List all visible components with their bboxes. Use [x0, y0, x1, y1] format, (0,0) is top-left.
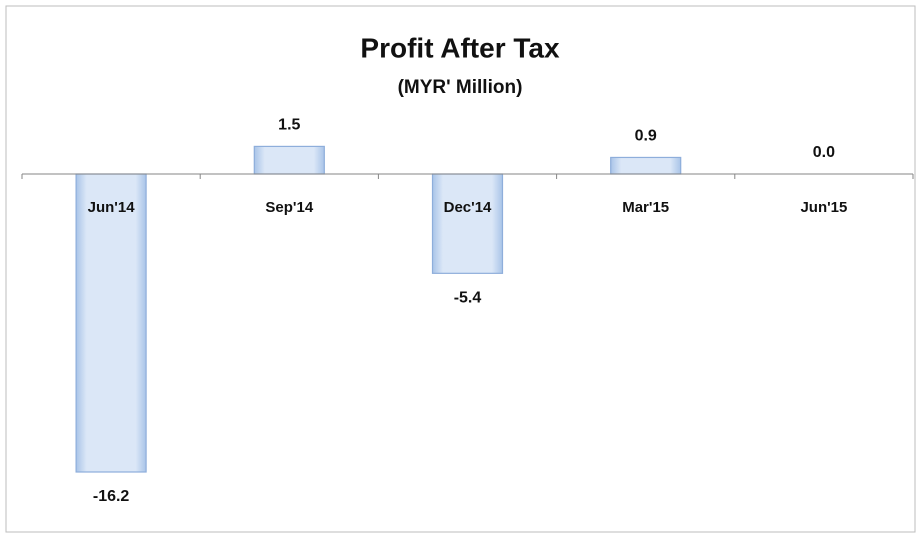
bar: [75, 173, 147, 473]
chart-subtitle: (MYR' Million): [398, 77, 523, 98]
value-label: 1.5: [278, 117, 300, 134]
bar: [610, 156, 682, 175]
x-tick-label: Jun'15: [800, 199, 847, 216]
chart-title: Profit After Tax: [360, 32, 560, 63]
x-tick-label: Jun'14: [88, 199, 136, 216]
x-tick-label: Mar'15: [622, 199, 669, 216]
bar: [431, 173, 504, 274]
x-tick-label: Sep'14: [265, 199, 313, 216]
value-label: -5.4: [454, 290, 482, 307]
x-tick-label: Dec'14: [444, 199, 492, 216]
value-label: -16.2: [93, 488, 130, 505]
bar: [253, 145, 325, 175]
value-label: 0.0: [813, 144, 835, 161]
value-label: 0.9: [635, 128, 657, 145]
